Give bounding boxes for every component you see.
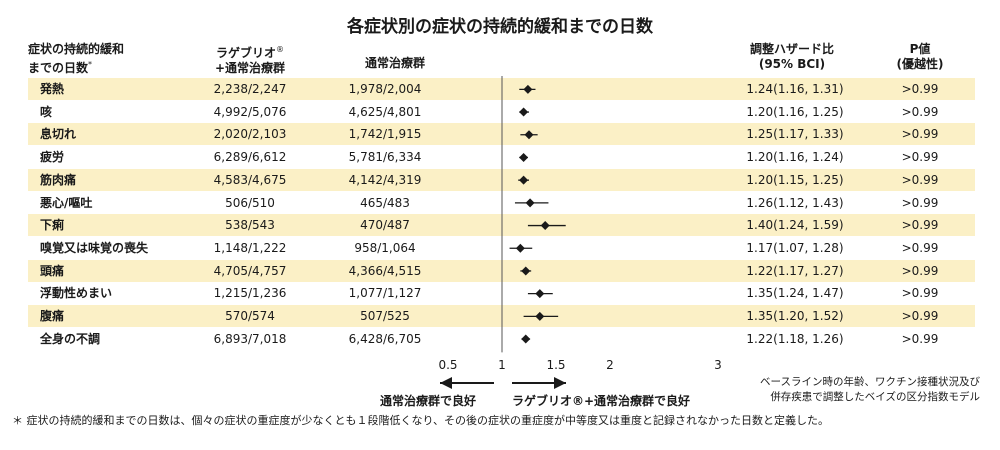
symptom-label: 咳 [40,104,53,119]
lagevrio-count: 2,238/2,247 [213,82,287,96]
lagevrio-count: 506/510 [225,195,275,210]
lagevrio-count: 4,583/4,675 [213,172,287,187]
p-value: >0.99 [901,127,939,142]
hazard-ratio-marker [540,221,550,231]
hazard-ratio-text: 1.40(1.24, 1.59) [746,218,844,233]
symptom-label: 頭痛 [40,263,65,278]
hazard-ratio-text: 1.17(1.07, 1.28) [746,240,844,255]
arrow-right-head [554,377,566,389]
p-value: >0.99 [901,309,939,323]
hazard-ratio-marker [535,311,545,321]
lagevrio-count: 570/574 [225,309,275,323]
p-value: >0.99 [901,82,939,96]
symptom-label: 息切れ [40,127,77,142]
p-value: >0.99 [901,240,939,255]
symptom-label: 筋肉痛 [40,172,77,187]
header-lagevrio-arm: ラゲブリオ® +通常治療群 [214,45,286,75]
lagevrio-count: 538/543 [225,218,275,233]
lagevrio-count: 1,215/1,236 [213,286,287,301]
hazard-ratio-marker [535,289,545,299]
arrow-right-label: ラゲブリオ®+通常治療群で良好 [512,394,691,408]
header-usual-care-arm: 通常治療群 [364,56,425,70]
hazard-ratio-text: 1.26(1.12, 1.43) [746,195,844,210]
model-note-line-1: ベースライン時の年齢、ワクチン接種状況及び [760,376,980,388]
x-tick-label: 2 [606,358,614,372]
lagevrio-count: 1,148/1,222 [213,240,287,255]
usual-care-count: 5,781/6,334 [348,150,422,165]
x-tick-label: 3 [714,358,722,372]
hazard-ratio-text: 1.22(1.17, 1.27) [746,263,844,278]
usual-care-count: 4,366/4,515 [348,263,422,278]
hazard-ratio-marker [519,175,529,185]
hazard-ratio-marker [521,334,531,344]
symptom-label: 腹痛 [40,309,65,323]
symptom-label: 発熱 [40,82,65,96]
p-value: >0.99 [901,331,939,346]
x-tick-label: 0.5 [438,358,458,372]
footnote: ＊ 症状の持続的緩和までの日数は、個々の症状の重症度が少なくとも１段階低くなり、… [12,414,830,427]
p-value: >0.99 [901,172,939,187]
usual-care-count: 4,625/4,801 [348,104,422,119]
usual-care-count: 4,142/4,319 [348,172,422,187]
p-value: >0.99 [901,218,939,233]
usual-care-count: 465/483 [360,195,410,210]
lagevrio-count: 6,289/6,612 [213,150,287,165]
arrow-left-head [440,377,452,389]
hazard-ratio-marker [519,107,529,117]
symptom-label: 下痢 [40,218,65,233]
p-value: >0.99 [901,195,939,210]
hazard-ratio-text: 1.25(1.17, 1.33) [746,127,844,142]
header-hazard-ratio: 調整ハザード比 (95% BCI) [749,42,834,71]
lagevrio-count: 2,020/2,103 [213,127,287,142]
usual-care-count: 1,077/1,127 [348,286,422,301]
chart-title: 各症状別の症状の持続的緩和までの日数 [347,17,653,37]
hazard-ratio-marker [515,243,525,253]
hazard-ratio-text: 1.20(1.16, 1.24) [746,150,844,165]
hazard-ratio-marker [523,84,533,94]
usual-care-count: 1,978/2,004 [348,82,422,96]
hazard-ratio-marker [519,152,529,162]
usual-care-count: 958/1,064 [354,240,416,255]
hazard-ratio-marker [524,130,534,140]
p-value: >0.99 [901,104,939,119]
lagevrio-count: 4,705/4,757 [213,263,287,278]
p-value: >0.99 [901,286,939,301]
lagevrio-count: 6,893/7,018 [213,331,287,346]
usual-care-count: 470/487 [360,218,410,233]
hazard-ratio-text: 1.20(1.15, 1.25) [746,172,844,187]
hazard-ratio-text: 1.22(1.18, 1.26) [746,331,844,346]
model-note-line-2: 併存疾患で調整したベイズの区分指数モデル [770,391,980,403]
hazard-ratio-text: 1.20(1.16, 1.25) [746,104,844,119]
header-p-value: P値 (優越性) [896,42,944,71]
model-note: ベースライン時の年齢、ワクチン接種状況及び 併存疾患で調整したベイズの区分指数モ… [760,375,980,405]
x-tick-label: 1.5 [546,358,566,372]
usual-care-count: 6,428/6,705 [348,331,422,346]
lagevrio-count: 4,992/5,076 [213,104,287,119]
hazard-ratio-text: 1.35(1.24, 1.47) [746,286,844,301]
symptom-label: 悪心/嘔吐 [40,195,93,210]
p-value: >0.99 [901,150,939,165]
usual-care-count: 507/525 [360,309,410,323]
hazard-ratio-text: 1.24(1.16, 1.31) [746,82,844,96]
hazard-ratio-text: 1.35(1.20, 1.52) [746,309,844,323]
symptom-label: 疲労 [40,150,65,165]
symptom-label: 嗅覚又は味覚の喪失 [40,240,149,255]
arrow-left-label: 通常治療群で良好 [380,394,477,408]
header-symptom: 症状の持続的緩和 までの日数* [28,42,125,75]
hazard-ratio-marker [525,198,535,208]
usual-care-count: 1,742/1,915 [348,127,422,142]
symptom-label: 浮動性めまい [40,286,113,301]
x-tick-label: 1 [498,358,506,372]
p-value: >0.99 [901,263,939,278]
hazard-ratio-marker [521,266,531,276]
symptom-label: 全身の不調 [40,331,101,346]
